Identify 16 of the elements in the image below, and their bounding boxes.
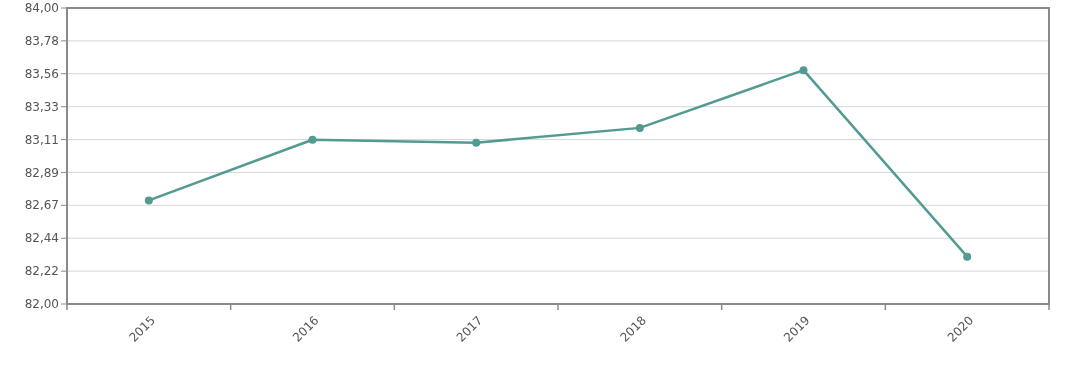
y-tick-label: 82,00 bbox=[24, 297, 59, 312]
y-tick-label: 83,78 bbox=[24, 34, 59, 49]
y-tick-label: 83,11 bbox=[24, 132, 59, 147]
point bbox=[308, 135, 317, 144]
y-tick-label: 82,67 bbox=[24, 198, 59, 213]
y-tick-label: 84,00 bbox=[24, 1, 59, 16]
y-tick-label: 82,44 bbox=[24, 231, 59, 246]
y-tick-label: 82,22 bbox=[24, 264, 59, 279]
y-tick-label: 82,89 bbox=[24, 165, 59, 180]
point bbox=[144, 196, 153, 205]
point bbox=[963, 252, 972, 261]
point bbox=[472, 138, 481, 147]
point bbox=[635, 123, 644, 132]
point bbox=[799, 66, 808, 75]
y-tick-label: 83,33 bbox=[24, 99, 59, 114]
y-tick-label: 83,56 bbox=[24, 66, 59, 81]
